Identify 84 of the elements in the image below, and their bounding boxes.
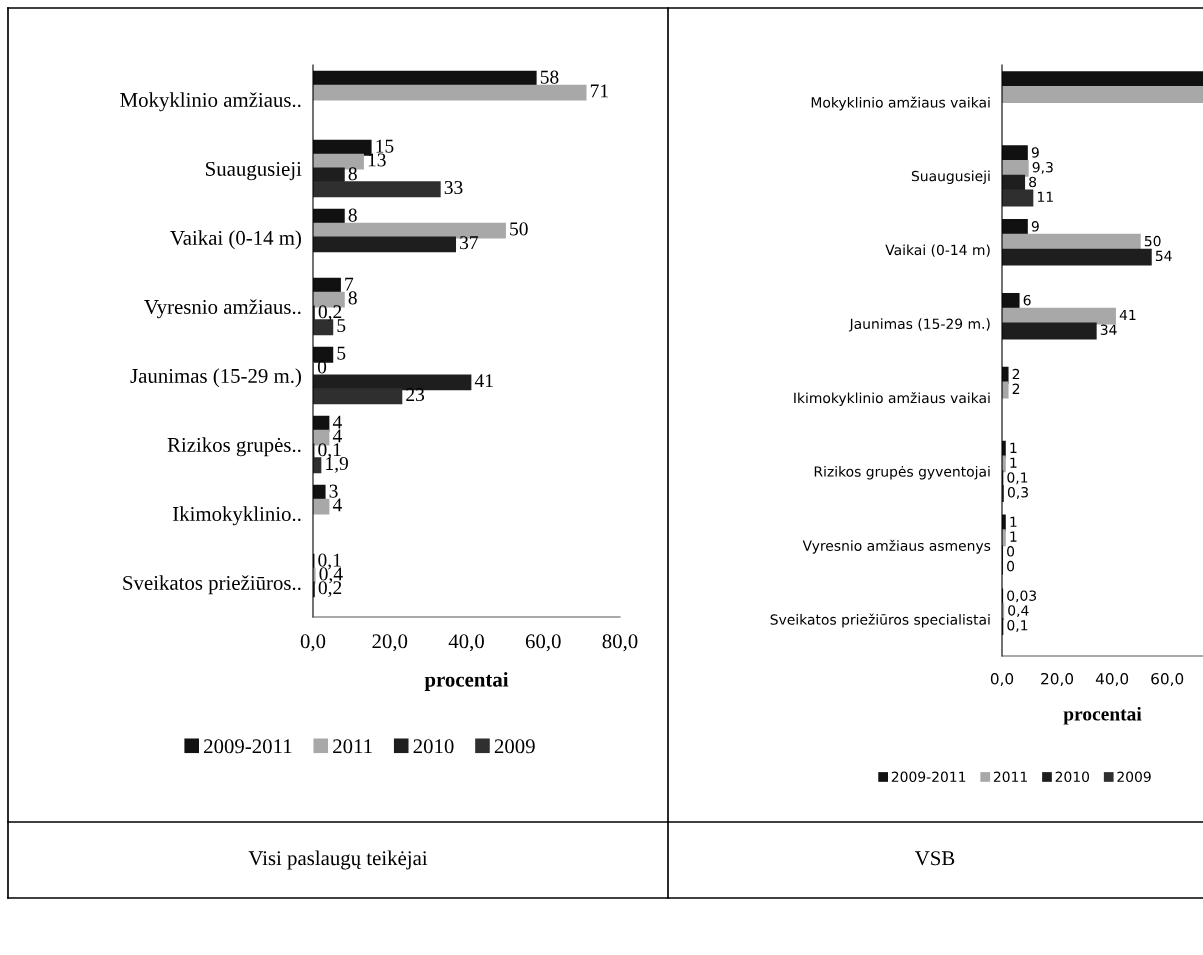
y-tick-label: Vyresnio amžiaus asmenys bbox=[802, 539, 991, 554]
legend-label: 2010 bbox=[1055, 771, 1090, 783]
y-tick-label: Jaunimas (15-29 m.) bbox=[130, 368, 301, 388]
data-label: 4 bbox=[332, 429, 342, 443]
y-tick-label: Sveikatos priežiūros.. bbox=[123, 575, 301, 595]
data-label: 5 bbox=[337, 346, 346, 360]
data-label: 0,1 bbox=[1007, 619, 1028, 632]
text: Visi paslaugų teikėjai bbox=[248, 850, 428, 870]
x-tick-label: 80,0 bbox=[602, 634, 638, 652]
data-label: 7 bbox=[345, 277, 354, 291]
y-tick-label: Suaugusieji bbox=[911, 170, 990, 184]
data-label: 41 bbox=[1119, 309, 1136, 321]
data-label: 58 bbox=[540, 70, 559, 84]
x-tick-label: 20,0 bbox=[372, 634, 408, 652]
legend-label: 2011 bbox=[993, 771, 1027, 783]
legend-label: 2010 bbox=[413, 739, 454, 754]
legend-label: 2009 bbox=[494, 739, 535, 754]
data-label: 9 bbox=[1031, 221, 1039, 232]
data-label: 8 bbox=[1029, 176, 1037, 188]
text: VSB bbox=[914, 851, 955, 866]
data-label: 4 bbox=[332, 498, 342, 512]
legend-label: 2009-2011 bbox=[891, 771, 966, 783]
y-tick-label: Mokyklinio amžiaus vaikai bbox=[811, 96, 990, 111]
x-axis-title: procentai bbox=[1063, 706, 1142, 725]
y-tick-label: Ikimokyklinio.. bbox=[173, 506, 301, 526]
y-tick-label: Suaugusieji bbox=[206, 161, 302, 181]
x-tick-label: 60,0 bbox=[1151, 672, 1184, 687]
data-label: 4 bbox=[332, 415, 342, 429]
x-tick-label: 0,0 bbox=[300, 634, 326, 652]
y-tick-label: Rizikos grupės.. bbox=[167, 437, 301, 457]
data-label: 6 bbox=[1023, 294, 1031, 306]
data-label: 34 bbox=[1100, 324, 1117, 335]
data-label: 0,1 bbox=[318, 443, 341, 460]
y-tick-label: Ikimokyklinio amžiaus vaikai bbox=[794, 391, 990, 406]
data-label: 15 bbox=[376, 139, 394, 153]
data-label: 8 bbox=[348, 291, 357, 305]
data-label: 3 bbox=[329, 484, 338, 498]
data-label: 0 bbox=[1007, 546, 1015, 557]
data-label: 2 bbox=[1012, 383, 1020, 394]
data-label: 0,4 bbox=[1008, 605, 1029, 618]
x-tick-label: 60,0 bbox=[525, 634, 561, 652]
data-label: 0,1 bbox=[1007, 472, 1028, 485]
y-tick-label: Sveikatos priežiūros specialistai bbox=[770, 613, 990, 628]
x-axis-title: procentai bbox=[424, 672, 509, 691]
data-label: 1,9 bbox=[326, 457, 348, 473]
data-label: 0,2 bbox=[318, 305, 342, 322]
data-label: 37 bbox=[460, 236, 479, 250]
y-tick-label: Rizikos grupės gyventojai bbox=[814, 466, 990, 480]
legend-label: 2009-2011 bbox=[204, 739, 292, 754]
data-label: 1 bbox=[1010, 457, 1017, 468]
data-label: 41 bbox=[474, 374, 493, 388]
data-label: 5 bbox=[337, 319, 346, 333]
data-label: 0 bbox=[317, 360, 327, 374]
data-label: 54 bbox=[1155, 250, 1172, 262]
y-tick-label: Vyresnio amžiaus.. bbox=[144, 299, 301, 319]
data-label: 11 bbox=[1037, 191, 1053, 202]
legend-label: 2009 bbox=[1117, 771, 1151, 783]
y-tick-label: Jaunimas (15-29 m.) bbox=[848, 318, 990, 332]
data-label: 1 bbox=[1010, 531, 1017, 542]
data-label: 0,3 bbox=[1007, 487, 1028, 499]
x-tick-label: 40,0 bbox=[1095, 672, 1129, 687]
data-label: 0,2 bbox=[318, 581, 342, 598]
data-label: 8 bbox=[348, 167, 357, 181]
data-label: 8 bbox=[348, 208, 357, 222]
data-label: 13 bbox=[368, 153, 386, 167]
data-label: 23 bbox=[406, 388, 425, 402]
data-label: 1 bbox=[1010, 516, 1017, 527]
x-tick-label: 20,0 bbox=[1041, 672, 1074, 687]
x-tick-label: 0,0 bbox=[990, 672, 1014, 687]
data-label: 0 bbox=[1007, 560, 1015, 572]
x-tick-label: 40,0 bbox=[448, 634, 484, 652]
data-label: 33 bbox=[444, 181, 463, 195]
y-tick-label: Vaikai (0-14 m) bbox=[170, 230, 301, 250]
data-label: 9,3 bbox=[1032, 161, 1053, 174]
data-label: 9 bbox=[1031, 147, 1039, 158]
data-label: 71 bbox=[590, 84, 608, 98]
data-label: 50 bbox=[510, 222, 528, 236]
legend-label: 2011 bbox=[333, 739, 372, 754]
data-label: 0,03 bbox=[1007, 590, 1037, 603]
data-label: 1 bbox=[1010, 442, 1017, 453]
y-tick-label: Mokyklinio amžiaus.. bbox=[120, 92, 301, 112]
data-label: 2 bbox=[1012, 368, 1020, 380]
data-label: 50 bbox=[1144, 235, 1161, 247]
y-tick-label: Vaikai (0-14 m) bbox=[885, 244, 990, 257]
